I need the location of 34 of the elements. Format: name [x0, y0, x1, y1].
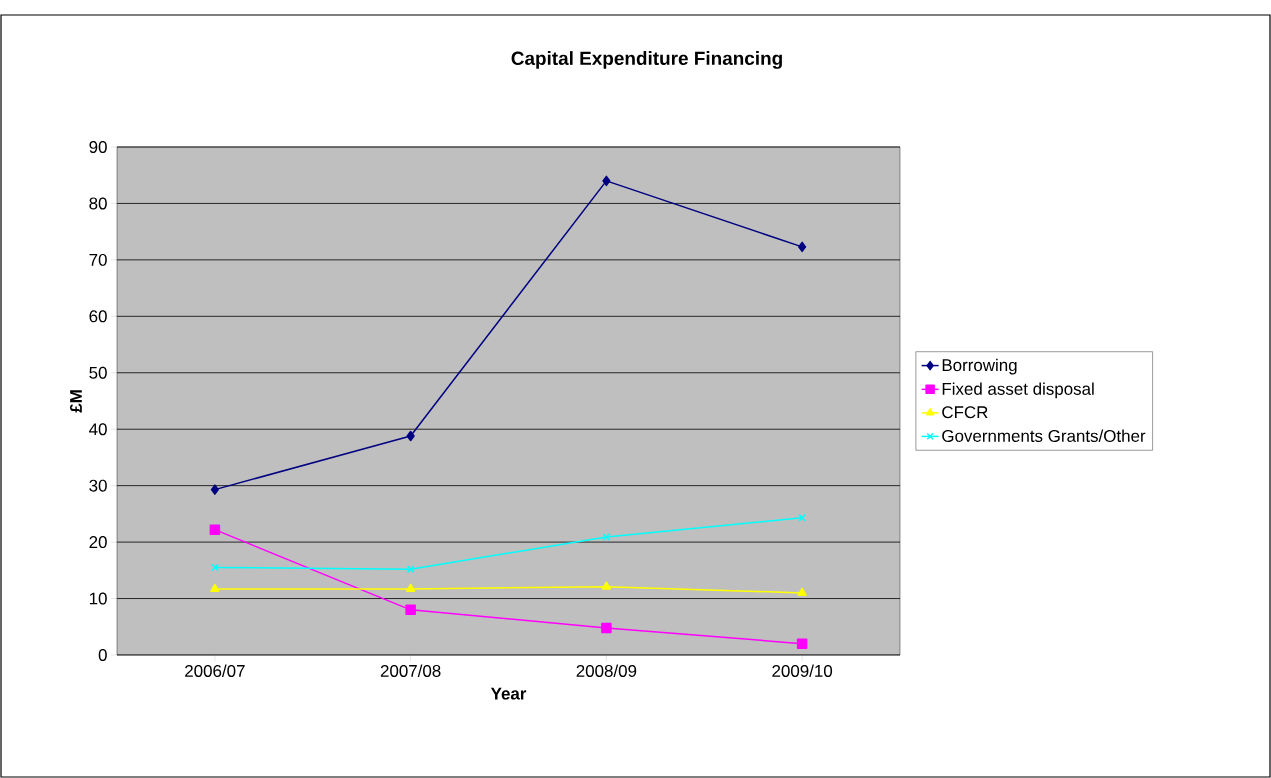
y-tick-label: 0: [98, 648, 107, 661]
point: [406, 430, 415, 442]
chart-title: Capital Expenditure Financing: [511, 51, 782, 69]
x-tick-label: 2009/10: [772, 664, 833, 677]
point: [602, 175, 611, 187]
point: [797, 587, 807, 596]
point: [210, 484, 220, 495]
y-tick-label: 70: [89, 253, 107, 266]
y-tick-label: 50: [89, 366, 107, 379]
y-tick-label: 60: [89, 310, 107, 323]
point: [405, 583, 416, 592]
y-tick-label: 40: [89, 423, 107, 436]
x-axis-title: Year: [490, 687, 527, 700]
x-tick-label: 2006/07: [185, 664, 245, 677]
y-tick-label: 20: [89, 536, 107, 549]
point: [601, 622, 612, 634]
point: [210, 583, 220, 592]
point: [798, 513, 807, 522]
y-tick-label: 90: [89, 140, 107, 153]
point: [798, 241, 807, 253]
x-tick-label: 2008/09: [576, 664, 637, 677]
legend-label: CFCR: [942, 406, 988, 419]
y-tick-label: 30: [89, 479, 107, 492]
point: [405, 604, 416, 616]
point: [601, 581, 612, 590]
legend-label: Governments Grants/Other: [942, 429, 1146, 442]
x-tick-label: 2007/08: [380, 664, 441, 677]
y-axis-title: £M: [69, 390, 82, 413]
legend-label: Fixed asset disposal: [942, 382, 1094, 399]
y-tick-label: 10: [89, 592, 107, 605]
y-tick-label: 80: [89, 197, 107, 210]
point: [796, 638, 808, 649]
point: [209, 524, 221, 535]
legend-label: Borrowing: [942, 358, 1017, 375]
